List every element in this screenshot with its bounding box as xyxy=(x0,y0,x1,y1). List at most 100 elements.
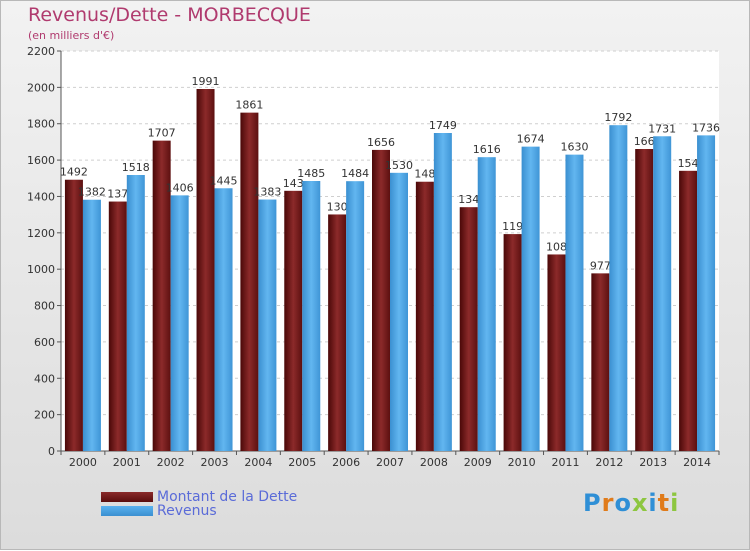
bar-debt xyxy=(64,179,83,451)
data-label-debt: 154 xyxy=(678,157,699,170)
bar-debt xyxy=(547,254,566,451)
x-tick-label: 2012 xyxy=(595,456,623,469)
legend-item-debt: Montant de la Dette xyxy=(101,489,297,505)
data-label-debt: 108 xyxy=(546,240,567,253)
y-tick-label: 2000 xyxy=(27,81,55,94)
bar-debt xyxy=(415,181,434,451)
data-label-revenue: 1406 xyxy=(166,181,194,194)
x-tick-label: 2011 xyxy=(551,456,579,469)
legend-label-revenue: Revenus xyxy=(157,503,217,519)
data-label-revenue: 1530 xyxy=(385,159,413,172)
x-tick-label: 2009 xyxy=(464,456,492,469)
y-tick-label: 600 xyxy=(34,336,55,349)
bar-debt xyxy=(196,89,215,451)
y-tick-label: 2200 xyxy=(27,45,55,58)
bar-revenue xyxy=(258,199,277,451)
data-label-debt: 166 xyxy=(634,135,655,148)
legend-swatch-debt xyxy=(101,492,153,502)
bar-revenue xyxy=(126,175,145,451)
data-label-revenue: 1616 xyxy=(473,143,501,156)
logo-letter: i xyxy=(648,489,658,517)
bar-debt xyxy=(372,149,390,451)
bar-revenue xyxy=(653,136,672,452)
legend-item-revenue: Revenus xyxy=(101,503,217,519)
y-tick-label: 1000 xyxy=(27,263,55,276)
x-tick-label: 2004 xyxy=(244,456,272,469)
y-tick-label: 800 xyxy=(34,300,55,313)
data-label-revenue: 1485 xyxy=(297,167,325,180)
chart-title: Revenus/Dette - MORBECQUE xyxy=(28,4,311,26)
data-label-debt: 1861 xyxy=(235,99,263,112)
data-label-debt: 134 xyxy=(458,193,479,206)
bar-revenue xyxy=(565,154,584,452)
bar-debt xyxy=(591,273,610,451)
logo-letter: i xyxy=(670,489,680,517)
y-tick-label: 200 xyxy=(34,409,55,422)
y-tick-label: 1200 xyxy=(27,227,55,240)
bar-debt xyxy=(152,140,171,452)
x-tick-label: 2007 xyxy=(376,456,404,469)
data-label-debt: 119 xyxy=(502,220,523,233)
y-tick-label: 1400 xyxy=(27,190,55,203)
x-tick-label: 2014 xyxy=(683,456,711,469)
data-label-debt: 148 xyxy=(414,168,435,181)
bar-debt xyxy=(240,112,259,452)
x-tick-label: 2000 xyxy=(69,456,97,469)
x-tick-label: 2001 xyxy=(113,456,141,469)
x-tick-label: 2002 xyxy=(157,456,185,469)
logo-letter: r xyxy=(601,489,615,517)
bar-debt xyxy=(328,214,347,451)
data-label-revenue: 1518 xyxy=(122,161,150,174)
logo-letter: t xyxy=(657,489,671,517)
bar-revenue xyxy=(697,135,716,451)
data-label-revenue: 1736 xyxy=(692,121,720,134)
data-label-debt: 137 xyxy=(107,188,128,201)
bar-debt xyxy=(459,207,478,451)
bar-revenue xyxy=(214,188,233,452)
proxiti-logo: Proxiti xyxy=(583,489,679,517)
bar-revenue xyxy=(170,195,189,451)
x-tick-label: 2005 xyxy=(288,456,316,469)
bar-debt xyxy=(679,170,698,451)
data-label-revenue: 1731 xyxy=(648,122,676,135)
data-label-revenue: 1484 xyxy=(341,167,369,180)
data-label-revenue: 1383 xyxy=(253,186,281,199)
bar-debt xyxy=(635,149,654,451)
bar-revenue xyxy=(82,199,101,451)
data-label-debt: 1656 xyxy=(367,136,395,149)
bar-revenue xyxy=(302,181,321,451)
y-tick-label: 400 xyxy=(34,372,55,385)
bar-revenue xyxy=(521,146,540,452)
logo-letter: o xyxy=(614,489,632,517)
y-tick-label: 1800 xyxy=(27,118,55,131)
legend-swatch-revenue xyxy=(101,506,153,516)
data-label-revenue: 1382 xyxy=(78,186,106,199)
x-tick-label: 2013 xyxy=(639,456,667,469)
x-tick-label: 2010 xyxy=(508,456,536,469)
bar-revenue xyxy=(390,172,408,451)
data-label-debt: 130 xyxy=(327,200,348,213)
data-label-revenue: 1445 xyxy=(210,174,238,187)
bar-debt xyxy=(108,201,127,451)
chart-subtitle: (en milliers d'€) xyxy=(28,29,115,42)
bar-revenue xyxy=(433,133,452,451)
data-label-debt: 143 xyxy=(283,177,304,190)
bar-revenue xyxy=(609,125,628,451)
y-tick-label: 0 xyxy=(48,445,55,458)
x-tick-label: 2008 xyxy=(420,456,448,469)
data-label-revenue: 1749 xyxy=(429,119,457,132)
x-tick-label: 2006 xyxy=(332,456,360,469)
logo-letter: P xyxy=(583,489,602,517)
y-tick-label: 1600 xyxy=(27,154,55,167)
bar-debt xyxy=(503,234,522,451)
data-label-revenue: 1630 xyxy=(560,141,588,154)
bar-revenue xyxy=(346,181,365,451)
data-label-debt: 1707 xyxy=(148,127,176,140)
data-label-revenue: 1792 xyxy=(604,111,632,124)
data-label-debt: 977 xyxy=(590,259,611,272)
data-label-revenue: 1674 xyxy=(517,133,545,146)
data-label-debt: 1492 xyxy=(60,166,88,179)
bar-debt xyxy=(284,190,303,451)
